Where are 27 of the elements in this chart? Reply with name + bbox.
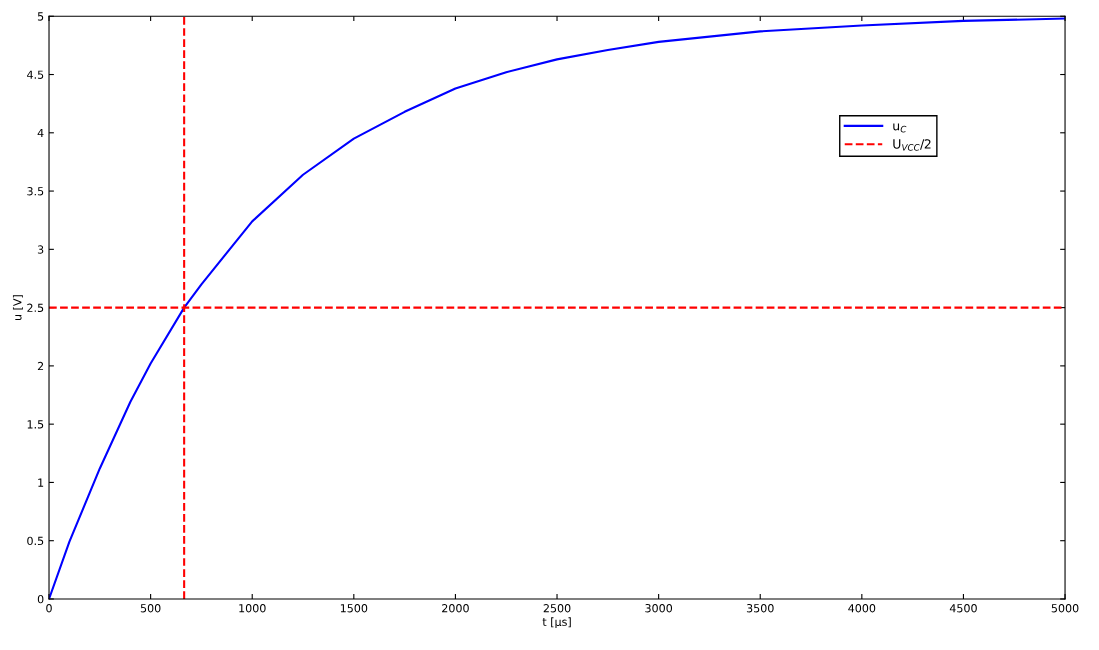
x-tick-label: 500 — [140, 604, 161, 613]
y-tick-label: 2.5 — [27, 303, 44, 312]
y-tick-label: 5 — [37, 12, 44, 21]
y-tick-label: 1.5 — [27, 420, 44, 429]
x-tick-label: 2000 — [442, 604, 469, 613]
x-tick-label: 0 — [46, 604, 52, 613]
y-tick-label: 2 — [37, 361, 44, 371]
y-tick-label: 3.5 — [27, 187, 44, 196]
x-tick-label: 4500 — [949, 604, 977, 613]
legend-label: U$_{VCC}$/2 — [893, 139, 931, 151]
legend-label: u$_{C}$ — [893, 123, 907, 133]
y-tick-label: 1 — [38, 478, 44, 487]
x-tick-label: 1000 — [239, 604, 266, 613]
x-tick-label: 5000 — [1051, 604, 1079, 613]
x-tick-label: 1500 — [340, 604, 368, 613]
x-tick-label: 2500 — [543, 604, 571, 613]
y-tick-label: 0.5 — [27, 536, 44, 546]
x-tick-label: 3000 — [645, 604, 673, 613]
y-tick-label: 3 — [37, 245, 44, 254]
x-axis-title: t [µs] — [542, 617, 571, 629]
x-tick-label: 4000 — [848, 604, 876, 613]
y-tick-label: 4.5 — [27, 70, 44, 79]
y-axis-title: u [V] — [12, 295, 23, 321]
y-tick-label: 4 — [37, 128, 44, 138]
line-series — [49, 17, 1066, 599]
y-tick-label: 0 — [37, 594, 44, 604]
x-tick-label: 3500 — [746, 604, 774, 613]
